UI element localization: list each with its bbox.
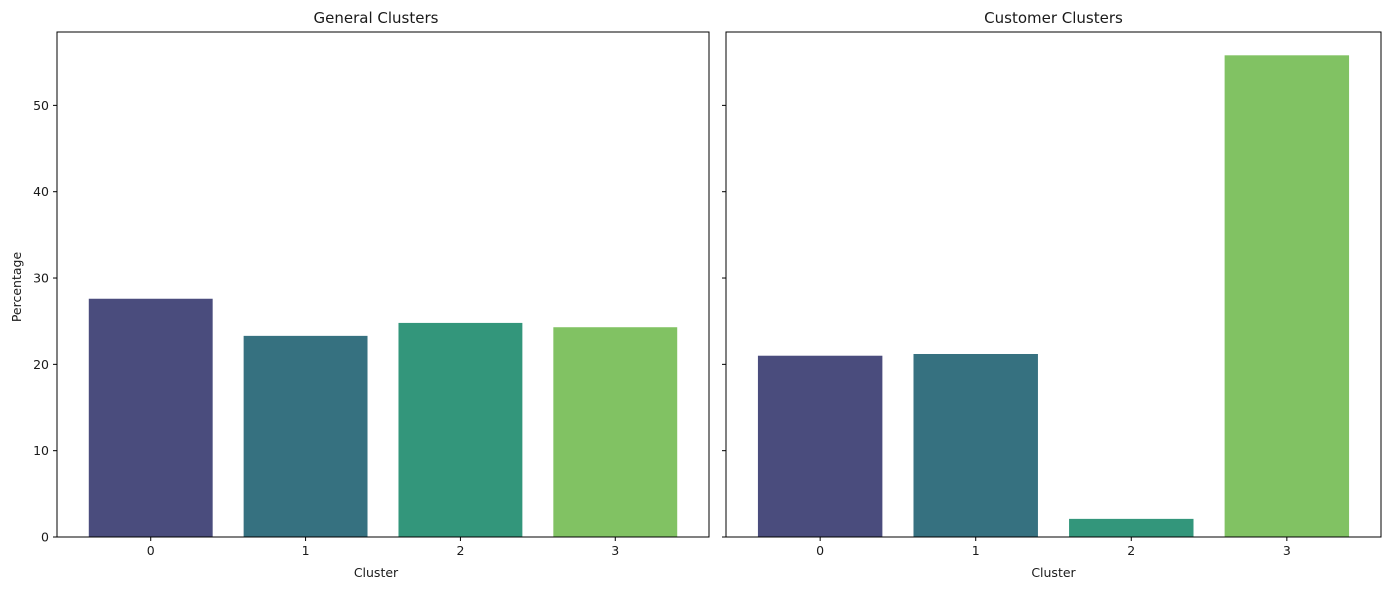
x-tick-label: 3 bbox=[1283, 543, 1291, 558]
bar-cluster-3 bbox=[1224, 55, 1350, 538]
x-tick-label: 0 bbox=[147, 543, 155, 558]
plot-frame bbox=[725, 31, 1382, 538]
x-ticks: 0 1 2 3 bbox=[816, 537, 1291, 558]
bar-cluster-1 bbox=[243, 335, 368, 537]
bar-cluster-1 bbox=[913, 353, 1038, 537]
x-tick-label: 3 bbox=[611, 543, 619, 558]
y-tick-label: 30 bbox=[33, 271, 49, 286]
x-tick-label: 1 bbox=[972, 543, 980, 558]
x-axis-label: Cluster bbox=[354, 565, 399, 580]
bar-cluster-0 bbox=[757, 355, 883, 537]
bar-group bbox=[88, 298, 678, 537]
y-tick-label: 0 bbox=[41, 530, 49, 545]
x-axis-label: Cluster bbox=[1031, 565, 1076, 580]
bar-cluster-3 bbox=[553, 327, 678, 537]
bar-group bbox=[757, 55, 1350, 538]
y-tick-label: 20 bbox=[33, 357, 49, 372]
y-tick-label: 50 bbox=[33, 98, 49, 113]
y-tick-label: 10 bbox=[33, 443, 49, 458]
chart-panel-general-clusters: General Clusters Cluster Percentage 0 1 2 3… bbox=[9, 9, 710, 580]
x-ticks: 0 1 2 3 bbox=[147, 537, 619, 558]
x-tick-label: 0 bbox=[816, 543, 824, 558]
chart-title: General Clusters bbox=[314, 9, 439, 27]
y-ticks bbox=[722, 104, 726, 538]
chart-panel-customer-clusters: Customer Clusters Cluster 0 1 2 3 bbox=[722, 9, 1382, 580]
chart-title: Customer Clusters bbox=[984, 9, 1123, 27]
y-tick-label: 40 bbox=[33, 184, 49, 199]
x-tick-label: 2 bbox=[1127, 543, 1135, 558]
bar-cluster-2 bbox=[1069, 518, 1194, 537]
y-axis-label: Percentage bbox=[9, 252, 24, 323]
x-tick-label: 1 bbox=[302, 543, 310, 558]
plot-frame bbox=[56, 31, 710, 538]
x-tick-label: 2 bbox=[456, 543, 464, 558]
y-ticks: 0 10 20 30 40 50 bbox=[33, 98, 57, 545]
bar-cluster-0 bbox=[88, 298, 213, 537]
bar-cluster-2 bbox=[398, 322, 523, 537]
